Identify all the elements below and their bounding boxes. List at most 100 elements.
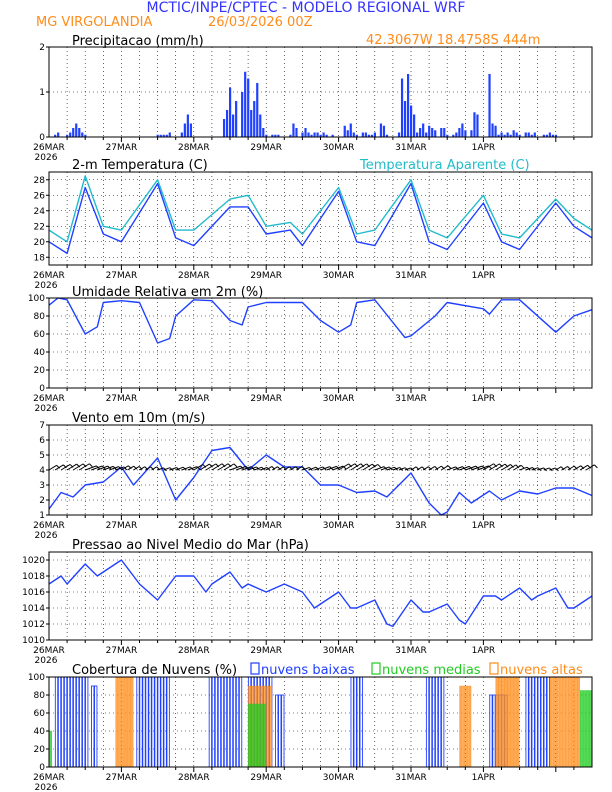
cloud-bar-14-175 [577,676,580,768]
wind-barb-164 [543,467,550,471]
legend-swatch-medium-clouds [371,662,381,675]
precip-bar-75 [443,128,446,137]
wind-barb-108 [374,466,385,471]
cloud-bar-16-68 [254,703,258,768]
wind-barb-132 [447,466,456,471]
precip-bar-2 [66,134,69,137]
precip-bar-54 [364,132,367,137]
wind-barb-172 [567,465,575,471]
precip-xtick-label-5: 31MAR [395,143,427,153]
precip-bar-16 [186,114,189,137]
cloud-bar-10-27 [130,676,134,768]
wind-barb-72 [265,466,273,471]
wind-barb-62 [235,465,247,471]
cloud-bar-17-176 [580,690,583,768]
precip-bar-43 [316,132,319,137]
cloud-bar-17-179 [589,690,592,768]
wind-barb-46 [187,466,198,471]
precipitation-panel: Precipitacao (mm/h) 0 1 2 26MAR 2026 27MAR 28M… [33,34,593,163]
humidity-ytick-label-1: 20 [34,366,46,376]
wind-barb-124 [422,466,429,471]
cloud-bar-14-169 [558,676,562,768]
wind-barb-122 [416,466,423,471]
cloud-bar-16-70 [260,703,264,768]
pressure-xtick-label-6: 1APR [472,646,496,656]
precip-bar-46 [325,134,328,137]
pressure-xtick-label-5: 31MAR [395,646,427,656]
wind-barb-160 [531,467,539,471]
precip-bar-27 [253,101,256,137]
wind-barb-48 [193,464,204,471]
pressure-ytick-label-0: 1010 [22,636,45,646]
wind-ytick-label-6: 7 [39,421,45,431]
wind-barb-146 [489,463,500,471]
precip-bar-5 [75,123,78,137]
wind-barb-78 [284,466,290,471]
precip-bar-94 [515,132,518,137]
precip-bar-42 [313,132,316,137]
cloud-cover-panel: Cobertura de Nuvens (%) nuvens baixas nu… [28,662,593,792]
cloud-bar-13-150 [501,676,505,768]
cloud-bar-10-22 [115,676,119,768]
precip-bar-77 [452,134,455,137]
wind-barb-100 [350,463,362,471]
wind-barb-44 [181,466,191,471]
precip-bar-68 [419,128,422,137]
precip-bar-85 [488,74,491,137]
temp-ytick-label-0: 18 [34,253,46,263]
precip-bar-102 [548,132,551,137]
cloud-bar-14-171 [564,676,568,768]
cloud-bar-10-24 [121,676,125,768]
temp-xtick-label-3: 29MAR [250,271,282,281]
wind-xtick-label-4: 30MAR [323,521,355,531]
precip-bar-67 [416,132,419,137]
pressure-ytick-label-2: 1014 [22,604,45,614]
header-location: MG VIRGOLANDIA [36,15,152,30]
wind-barb-0 [48,464,57,471]
wind-barb-94 [332,465,344,471]
wind-barb-158 [525,467,533,471]
cloud-bar-13-149 [498,676,502,768]
precip-bar-79 [458,128,461,137]
precip-bar-101 [545,134,548,137]
humidity-xtick-label-0: 26MAR 2026 [33,394,65,414]
precip-bar-92 [509,134,512,137]
wind-xtick-label-0: 26MAR 2026 [33,521,65,541]
precip-bar-23 [241,92,244,137]
wind-barb-112 [386,466,395,471]
humidity-xtick-label-3: 29MAR [250,394,282,404]
cloud-ytick-label-0: 0 [39,763,45,773]
wind-barb-6 [66,463,77,471]
wind-barb-50 [199,463,210,471]
humidity-xtick-label-2: 28MAR [178,394,210,404]
precip-bar-56 [370,134,373,137]
precip-bar-11 [162,134,165,137]
precip-bar-20 [229,87,232,137]
wind-barb-162 [537,467,544,471]
wind-barb-30 [139,466,146,471]
cloud-cover-title: Cobertura de Nuvens (%) [72,663,237,678]
wind-barb-54 [211,463,223,471]
wind-barb-150 [501,464,511,471]
wind-ytick-label-3: 4 [39,466,45,476]
precip-bar-17 [189,123,192,137]
wind-barb-178 [585,464,595,471]
precip-bar-82 [470,130,473,137]
precip-bar-9 [156,134,159,137]
wind-barb-96 [338,463,349,471]
wind-barb-130 [440,465,449,471]
wind-ytick-label-1: 2 [39,496,45,506]
precip-xtick-label-4: 30MAR [323,143,355,153]
precip-bar-83 [473,112,476,137]
cloud-xtick-label-2: 28MAR [178,773,210,783]
wind-line-series-0 [48,446,593,516]
cloud-bar-14-170 [561,676,565,768]
precip-bar-34 [277,134,280,137]
humidity-plot-layer [48,297,593,388]
precip-xtick-label-2: 28MAR [178,143,210,153]
precip-bar-22 [235,101,238,137]
precip-bar-62 [400,78,404,137]
temp-line-series-1 [48,175,593,243]
wind-barb-18 [103,465,114,471]
